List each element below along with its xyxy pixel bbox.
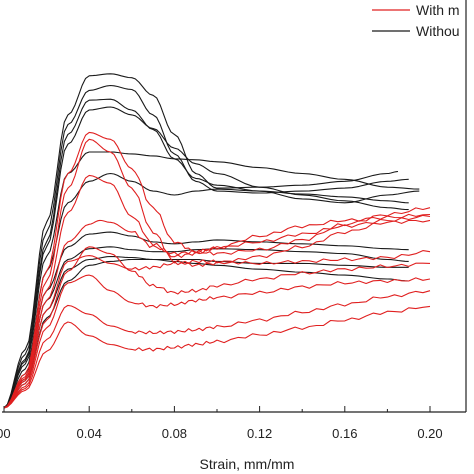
x-tick-label: 0.20 xyxy=(417,426,442,441)
x-tick-label: 0.04 xyxy=(77,426,102,441)
red-series-line xyxy=(3,246,431,409)
x-axis-title: Strain, mm/mm xyxy=(200,456,295,472)
legend-label: Withou xyxy=(416,23,460,39)
black-series-line xyxy=(3,106,409,409)
black-series-line xyxy=(3,172,409,409)
red-series-line xyxy=(3,274,431,409)
legend: With m Withou xyxy=(372,2,460,39)
black-series-line xyxy=(3,84,409,409)
black-series-line xyxy=(3,151,420,409)
black-series-line xyxy=(3,255,409,409)
x-tick-label: 0.16 xyxy=(332,426,357,441)
legend-label: With m xyxy=(416,2,460,18)
x-tick-label: 0.12 xyxy=(247,426,272,441)
red-series-line xyxy=(3,305,431,409)
red-series-line xyxy=(3,250,431,409)
black-series-line xyxy=(3,231,409,409)
red-series-line xyxy=(3,214,431,409)
red-series-line xyxy=(3,290,431,409)
plot-frame xyxy=(2,0,467,413)
series-layer xyxy=(3,73,431,409)
black-series-line xyxy=(3,258,409,409)
red-series-line xyxy=(3,174,431,409)
black-series-line xyxy=(3,98,420,409)
x-tick-label: 0.08 xyxy=(162,426,187,441)
red-series-line xyxy=(3,131,431,409)
x-tick-label: 0.00 xyxy=(0,426,11,441)
black-series-line xyxy=(3,73,399,409)
red-series-line xyxy=(3,138,431,409)
x-axis: 0.00 0.04 0.08 0.12 0.16 0.20 xyxy=(0,406,443,441)
